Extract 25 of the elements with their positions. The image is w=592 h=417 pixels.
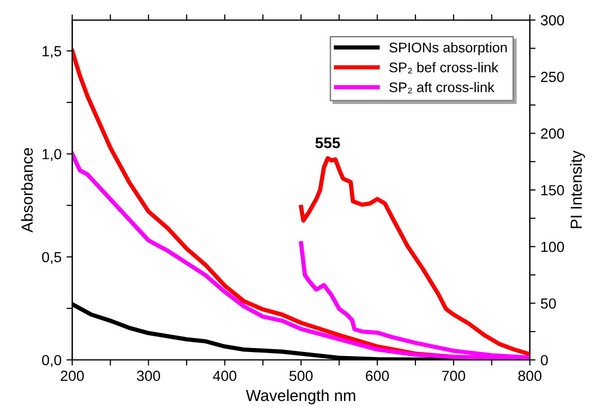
y-tick-label: 1,0: [42, 149, 62, 162]
x-tick-label: 600: [366, 370, 389, 381]
legend-label: SP₂ aft cross-link: [389, 82, 494, 94]
x-tick-label: 800: [518, 370, 542, 381]
x-tick-label: 500: [289, 370, 313, 381]
annotation: 555: [315, 138, 340, 148]
y2-tick-label: 300: [540, 15, 564, 26]
x-tick-label: 400: [212, 370, 236, 381]
x-tick-label: 200: [60, 370, 84, 381]
y2-tick-label: 250: [540, 72, 564, 82]
y2-tick-label: 0: [540, 354, 548, 366]
y-tick-label: 0,5: [42, 252, 62, 264]
x-axis-title: Wavelength nm: [246, 389, 356, 404]
x-tick-label: 700: [442, 370, 466, 381]
y2-tick-label: 50: [540, 298, 556, 309]
y2-tick-label: 200: [540, 128, 564, 139]
y2-tick-label: 150: [541, 185, 564, 196]
legend-label: SPIONs absorption: [389, 42, 507, 56]
y-tick-label: 1,5: [42, 46, 62, 58]
y-tick-label: 0,0: [42, 354, 62, 368]
y2-tick-label: 100: [541, 242, 564, 252]
legend-label: SP₂ bef cross-link: [389, 62, 498, 74]
y-axis-title: Absorbance: [21, 148, 33, 233]
y2-axis-title: PI Intensity: [570, 150, 586, 228]
x-tick-label: 300: [136, 370, 160, 381]
